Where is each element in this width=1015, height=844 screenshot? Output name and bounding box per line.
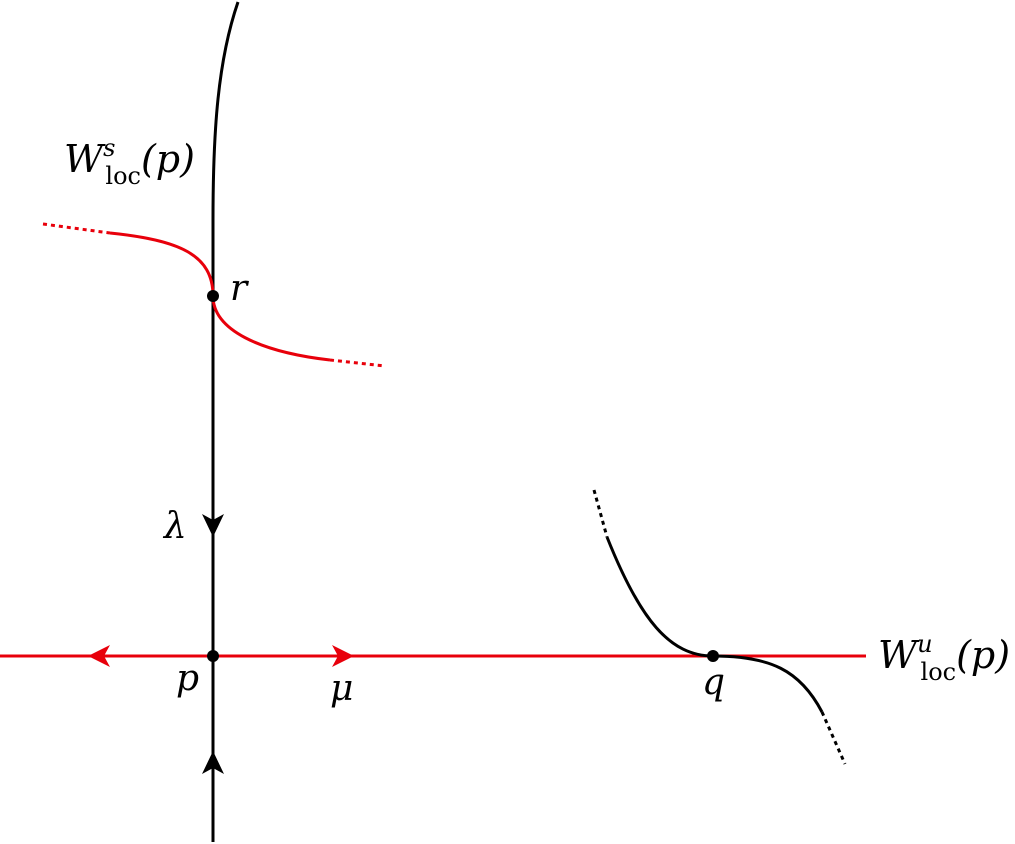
arrow-left-icon <box>88 645 110 667</box>
arrow-right-icon <box>332 645 354 667</box>
black-curve-through-q-top-dotted <box>592 489 609 538</box>
ws-main: W <box>64 137 106 181</box>
label-r: r <box>230 268 249 309</box>
label-q: q <box>702 662 725 703</box>
ws-sup: s <box>103 134 115 162</box>
red-curve-through-r-left-dotted <box>42 222 111 235</box>
red-curve-through-r-solid <box>109 231 331 362</box>
label-unstable-manifold: Wu loc(p) <box>878 630 1010 686</box>
label-mu: μ <box>330 668 353 709</box>
point-r <box>207 290 219 302</box>
wu-main: W <box>878 633 920 677</box>
black-curve-through-q-bottom-dotted <box>820 711 847 765</box>
label-stable-manifold: Ws loc(p) <box>64 134 195 190</box>
point-p <box>207 650 219 662</box>
wu-arg: (p) <box>956 633 1010 677</box>
label-p: p <box>176 658 199 699</box>
ws-sub: loc <box>105 162 141 190</box>
arrow-down-icon <box>202 514 224 537</box>
wu-sub: loc <box>921 658 957 686</box>
stable-manifold-curve <box>211 1 240 842</box>
label-lambda: λ <box>162 506 187 547</box>
wu-sup: u <box>917 630 932 658</box>
point-q <box>707 650 719 662</box>
arrow-up-icon <box>202 751 224 774</box>
ws-arg: (p) <box>141 137 195 181</box>
red-curve-through-r-right-dotted <box>329 358 386 368</box>
